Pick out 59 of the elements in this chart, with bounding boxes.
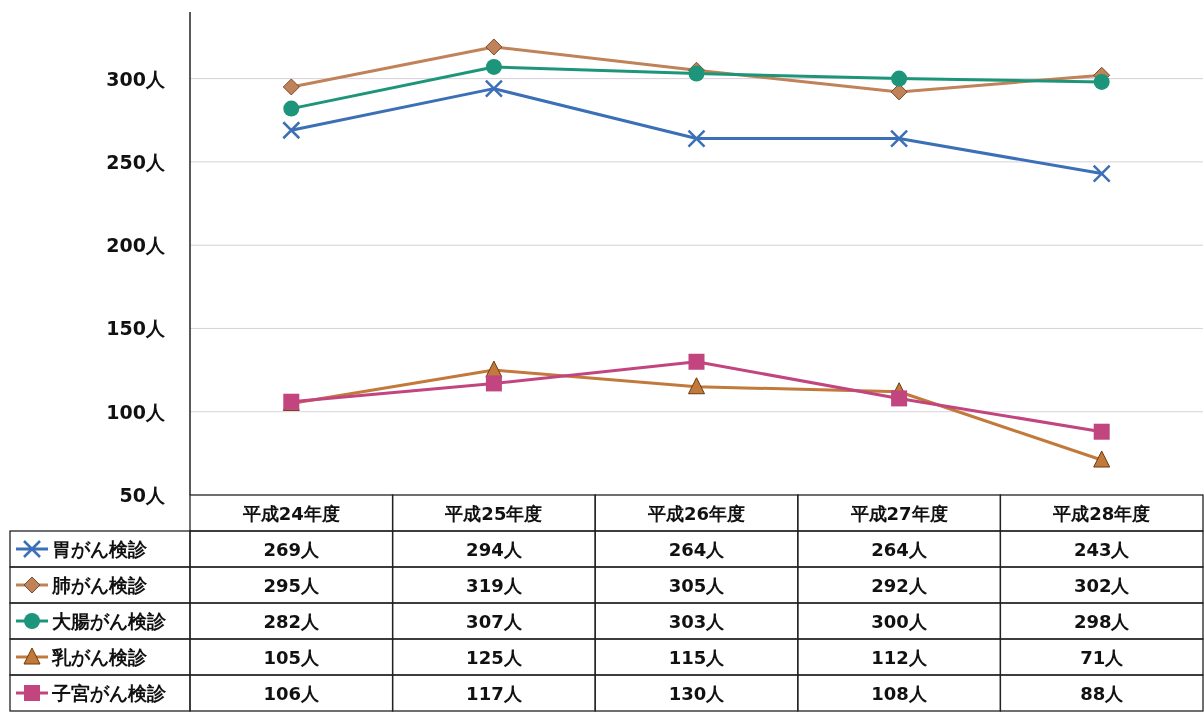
point (1093, 450, 1111, 468)
data-label: 125人 (466, 646, 523, 668)
data-label: 282人 (263, 610, 321, 632)
data-label: 298人 (1073, 610, 1131, 632)
x-tick-label: 平成27年度 (849, 502, 948, 524)
legend-label: 肺がん検診 (51, 574, 148, 596)
y-tick-label: 300人 (106, 67, 166, 90)
point (891, 70, 908, 87)
data-label: 105人 (263, 646, 321, 668)
data-label: 264人 (871, 538, 928, 560)
data-label: 305人 (668, 574, 726, 596)
point (688, 65, 705, 82)
point (891, 390, 908, 407)
data-label: 243人 (1073, 538, 1131, 560)
point (283, 100, 300, 117)
legend-label: 胃がん検診 (52, 538, 148, 560)
data-label: 130人 (668, 682, 726, 704)
data-label: 71人 (1080, 646, 1125, 668)
point (484, 79, 504, 98)
point (687, 129, 706, 148)
data-label: 294人 (466, 538, 523, 560)
point (1093, 423, 1110, 440)
data-label: 319人 (466, 574, 523, 596)
data-label: 264人 (668, 538, 726, 560)
x-tick-label: 平成25年度 (444, 502, 543, 524)
point (282, 78, 300, 96)
data-label: 295人 (263, 574, 321, 596)
y-tick-label: 250人 (106, 150, 166, 173)
legend-label: 乳がん検診 (51, 646, 148, 668)
data-label: 117人 (466, 682, 523, 704)
x-tick-label: 平成28年度 (1052, 502, 1151, 524)
data-label: 88人 (1080, 682, 1125, 704)
point (688, 377, 705, 395)
legend-label: 子宮がん検診 (51, 682, 167, 704)
y-tick-label: 200人 (106, 234, 166, 257)
point (282, 121, 301, 140)
data-label: 115人 (668, 646, 726, 668)
data-label: 303人 (668, 610, 726, 632)
data-label: 302人 (1073, 574, 1131, 596)
data-label: 300人 (871, 610, 928, 632)
point (688, 353, 705, 370)
point (1093, 73, 1110, 90)
point (1092, 164, 1111, 183)
point (485, 375, 502, 392)
y-tick-label: 150人 (106, 317, 166, 340)
data-label: 292人 (871, 574, 928, 596)
point (889, 129, 909, 148)
y-tick-label: 100人 (106, 400, 166, 423)
data-label: 307人 (466, 610, 523, 632)
x-tick-label: 平成24年度 (241, 502, 340, 524)
data-label: 108人 (871, 682, 928, 704)
point (485, 38, 503, 56)
y-tick-label: 50人 (119, 484, 166, 506)
data-label: 269人 (263, 538, 321, 560)
x-tick-label: 平成26年度 (646, 502, 746, 524)
data-label: 106人 (263, 682, 321, 704)
data-label: 112人 (871, 646, 928, 668)
point (485, 58, 502, 75)
legend-label: 大腸がん検診 (52, 610, 167, 632)
